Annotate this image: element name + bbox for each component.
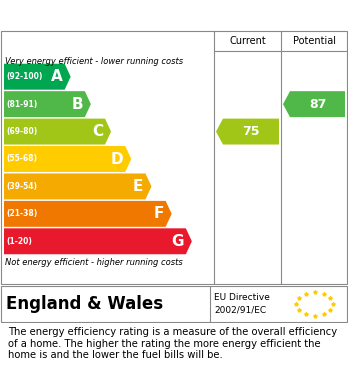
Text: (81-91): (81-91) — [6, 100, 37, 109]
Polygon shape — [4, 228, 192, 254]
Polygon shape — [4, 64, 71, 90]
Text: Energy Efficiency Rating: Energy Efficiency Rating — [9, 7, 211, 23]
Text: C: C — [92, 124, 103, 139]
Text: The energy efficiency rating is a measure of the overall efficiency of a home. T: The energy efficiency rating is a measur… — [8, 327, 337, 360]
Text: E: E — [133, 179, 143, 194]
Polygon shape — [4, 174, 151, 199]
Text: Not energy efficient - higher running costs: Not energy efficient - higher running co… — [5, 258, 183, 267]
Text: A: A — [51, 69, 63, 84]
Text: (39-54): (39-54) — [6, 182, 37, 191]
Text: England & Wales: England & Wales — [6, 295, 163, 313]
Polygon shape — [4, 146, 131, 172]
Text: B: B — [71, 97, 83, 112]
Text: 2002/91/EC: 2002/91/EC — [214, 305, 266, 314]
Text: 75: 75 — [242, 125, 260, 138]
Polygon shape — [4, 91, 91, 117]
Text: 87: 87 — [309, 98, 326, 111]
Polygon shape — [216, 118, 279, 145]
Text: (21-38): (21-38) — [6, 209, 37, 218]
Text: D: D — [111, 151, 123, 167]
Text: (69-80): (69-80) — [6, 127, 37, 136]
Text: (55-68): (55-68) — [6, 154, 37, 163]
Polygon shape — [4, 201, 172, 227]
Text: F: F — [153, 206, 164, 221]
Text: Very energy efficient - lower running costs: Very energy efficient - lower running co… — [5, 57, 183, 66]
Text: (92-100): (92-100) — [6, 72, 42, 81]
Polygon shape — [283, 91, 345, 117]
Polygon shape — [4, 118, 111, 145]
Text: (1-20): (1-20) — [6, 237, 32, 246]
Text: G: G — [171, 234, 184, 249]
Text: Current: Current — [229, 36, 266, 46]
Text: EU Directive: EU Directive — [214, 294, 270, 303]
Text: Potential: Potential — [293, 36, 335, 46]
